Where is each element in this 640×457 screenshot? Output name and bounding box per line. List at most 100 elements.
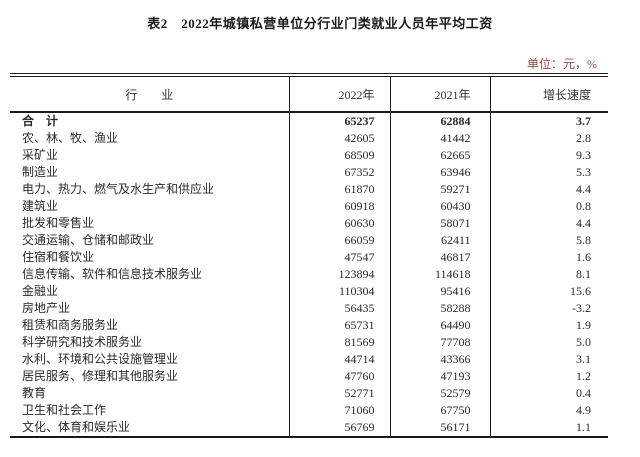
value-2022-cell: 65731 [288, 317, 390, 334]
industry-cell: 金融业 [22, 284, 59, 298]
value-2021-cell: 43366 [389, 351, 490, 368]
industry-cell: 租赁和商务服务业 [22, 318, 119, 332]
value-2021-cell: 46817 [389, 249, 490, 266]
value-2022-cell: 47547 [288, 249, 390, 266]
table-row: 租赁和商务服务业 65731 64490 1.9 [10, 317, 608, 334]
value-2021-cell: 52579 [389, 385, 490, 402]
table-row: 文化、体育和娱乐业 56769 56171 1.1 [10, 419, 608, 437]
table-row: 卫生和社会工作 71060 67750 4.9 [10, 402, 608, 419]
growth-cell: 4.4 [489, 181, 608, 198]
growth-cell: 8.1 [489, 266, 608, 283]
table-row: 金融业 110304 95416 15.6 [10, 283, 608, 300]
growth-cell: 1.2 [489, 368, 608, 385]
value-2021-cell: 62884 [389, 112, 490, 130]
growth-cell: 0.8 [489, 198, 608, 215]
growth-cell: 15.6 [489, 283, 608, 300]
value-2022-cell: 68509 [288, 147, 390, 164]
industry-cell: 文化、体育和娱乐业 [22, 420, 131, 434]
industry-cell: 水利、环境和公共设施管理业 [22, 352, 179, 366]
value-2022-cell: 56435 [288, 300, 390, 317]
table-row: 居民服务、修理和其他服务业 47760 47193 1.2 [10, 368, 608, 385]
value-2021-cell: 58071 [389, 215, 490, 232]
header-industry: 行 业 [10, 75, 289, 113]
industry-cell: 农、林、牧、渔业 [22, 131, 119, 145]
industry-cell: 建筑业 [22, 199, 59, 213]
industry-cell: 教育 [22, 386, 47, 400]
growth-cell: 3.1 [489, 351, 608, 368]
table-row: 农、林、牧、渔业 42605 41442 2.8 [10, 130, 608, 147]
value-2022-cell: 47760 [288, 368, 390, 385]
growth-cell: 9.3 [489, 147, 608, 164]
value-2022-cell: 71060 [288, 402, 390, 419]
table-title: 表2 2022年城镇私营单位分行业门类就业人员年平均工资 [147, 16, 493, 31]
value-2022-cell: 81569 [288, 334, 390, 351]
value-2021-cell: 56171 [389, 419, 490, 437]
value-2021-cell: 62411 [389, 232, 490, 249]
value-2022-cell: 60918 [288, 198, 390, 215]
table-row: 科学研究和技术服务业 81569 77708 5.0 [10, 334, 608, 351]
table-row: 合 计 65237 62884 3.7 [10, 112, 608, 130]
table-row: 水利、环境和公共设施管理业 44714 43366 3.1 [10, 351, 608, 368]
value-2022-cell: 65237 [288, 112, 390, 130]
table-row: 制造业 67352 63946 5.3 [10, 164, 608, 181]
growth-cell: 5.0 [489, 334, 608, 351]
industry-cell: 采矿业 [22, 148, 59, 162]
industry-cell: 制造业 [22, 165, 59, 179]
value-2021-cell: 64490 [389, 317, 490, 334]
industry-cell: 房地产业 [22, 301, 71, 315]
header-2022: 2022年 [288, 75, 390, 113]
value-2022-cell: 66059 [288, 232, 390, 249]
industry-cell: 电力、热力、燃气及水生产和供应业 [22, 182, 215, 196]
value-2021-cell: 59271 [389, 181, 490, 198]
wage-table: 行 业 2022年 2021年 增长速度 合 计 65237 62884 3.7 农、林… [10, 73, 608, 438]
value-2021-cell: 58288 [389, 300, 490, 317]
table-row: 批发和零售业 60630 58071 4.4 [10, 215, 608, 232]
value-2021-cell: 114618 [389, 266, 490, 283]
industry-cell: 居民服务、修理和其他服务业 [22, 369, 179, 383]
industry-cell: 批发和零售业 [22, 216, 95, 230]
industry-cell: 信息传输、软件和信息技术服务业 [22, 267, 203, 281]
table-row: 采矿业 68509 62665 9.3 [10, 147, 608, 164]
header-2021: 2021年 [389, 75, 490, 113]
table-row: 建筑业 60918 60430 0.8 [10, 198, 608, 215]
table-row: 电力、热力、燃气及水生产和供应业 61870 59271 4.4 [10, 181, 608, 198]
table-body: 合 计 65237 62884 3.7 农、林、牧、渔业 42605 41442 2.8 采矿业… [10, 112, 608, 437]
growth-cell: 1.1 [489, 419, 608, 437]
value-2022-cell: 123894 [288, 266, 390, 283]
value-2022-cell: 44714 [288, 351, 390, 368]
table-header-row: 行 业 2022年 2021年 增长速度 [10, 75, 608, 113]
growth-cell: 2.8 [489, 130, 608, 147]
value-2022-cell: 61870 [288, 181, 390, 198]
value-2021-cell: 47193 [389, 368, 490, 385]
table-row: 房地产业 56435 58288 -3.2 [10, 300, 608, 317]
industry-cell: 合 计 [22, 114, 59, 128]
table-row: 信息传输、软件和信息技术服务业 123894 114618 8.1 [10, 266, 608, 283]
growth-cell: -3.2 [489, 300, 608, 317]
growth-cell: 3.7 [489, 112, 608, 130]
value-2021-cell: 60430 [389, 198, 490, 215]
value-2022-cell: 42605 [288, 130, 390, 147]
value-2021-cell: 95416 [389, 283, 490, 300]
table-row: 交通运输、仓储和邮政业 66059 62411 5.8 [10, 232, 608, 249]
value-2022-cell: 56769 [288, 419, 390, 437]
value-2021-cell: 77708 [389, 334, 490, 351]
table-row: 教育 52771 52579 0.4 [10, 385, 608, 402]
growth-cell: 1.9 [489, 317, 608, 334]
growth-cell: 1.6 [489, 249, 608, 266]
value-2021-cell: 63946 [389, 164, 490, 181]
growth-cell: 4.9 [489, 402, 608, 419]
growth-cell: 0.4 [489, 385, 608, 402]
industry-cell: 科学研究和技术服务业 [22, 335, 143, 349]
growth-cell: 5.3 [489, 164, 608, 181]
unit-note: 单位：元，% [527, 57, 597, 71]
industry-cell: 住宿和餐饮业 [22, 250, 95, 264]
header-growth: 增长速度 [489, 75, 608, 113]
value-2022-cell: 52771 [288, 385, 390, 402]
table-row: 住宿和餐饮业 47547 46817 1.6 [10, 249, 608, 266]
industry-cell: 卫生和社会工作 [22, 403, 107, 417]
value-2021-cell: 62665 [389, 147, 490, 164]
value-2022-cell: 110304 [288, 283, 390, 300]
value-2021-cell: 67750 [389, 402, 490, 419]
growth-cell: 5.8 [489, 232, 608, 249]
